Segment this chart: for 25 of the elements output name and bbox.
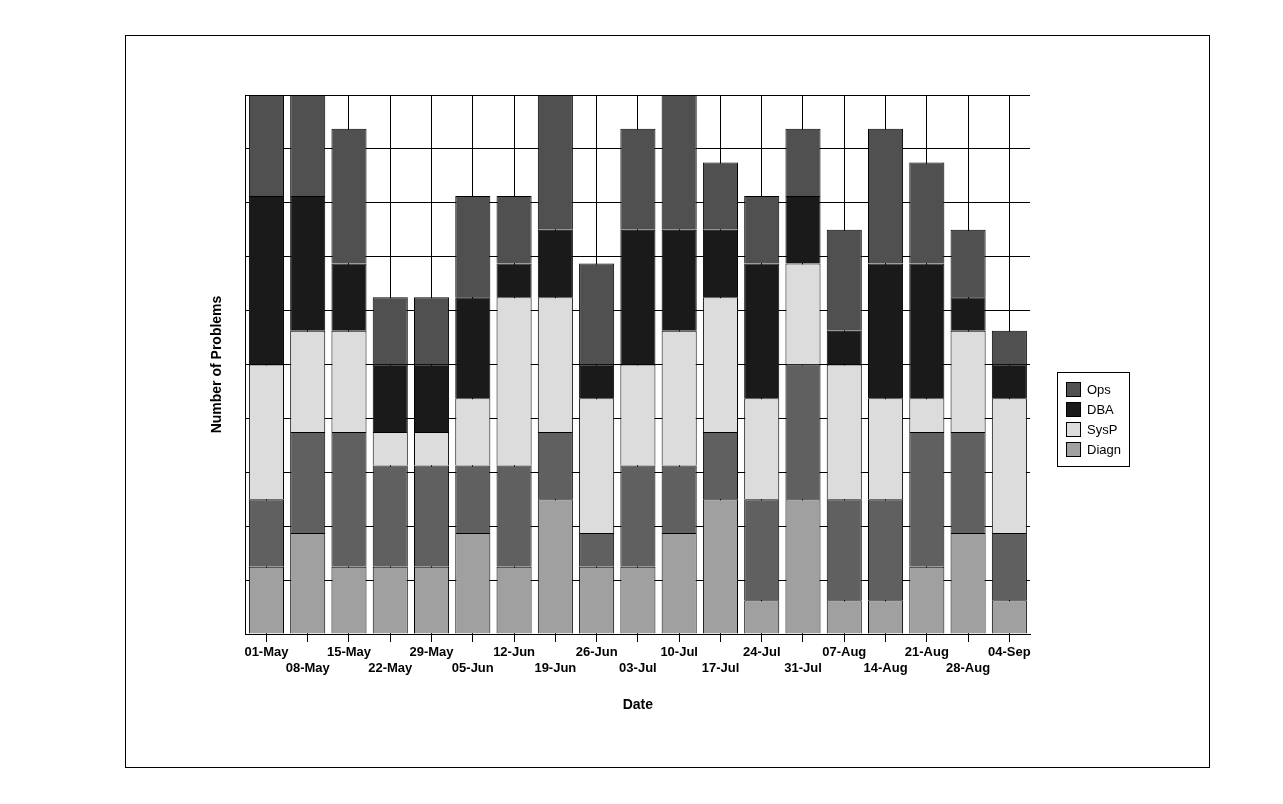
legend-label: Ops bbox=[1087, 382, 1111, 397]
x-tick-label: 07-Aug bbox=[822, 644, 867, 660]
x-tick-label: 28-Aug bbox=[946, 659, 991, 675]
x-axis-title: Date bbox=[622, 696, 654, 713]
x-tick-label: 14-Aug bbox=[863, 659, 908, 675]
x-tick-label: 05-Jun bbox=[451, 659, 494, 675]
x-tick-label: 19-Jun bbox=[534, 659, 577, 675]
x-tick-label: 12-Jun bbox=[493, 644, 536, 660]
x-tick-label: 04-Sep bbox=[988, 644, 1031, 660]
x-tick-label: 26-Jun bbox=[575, 644, 618, 660]
x-tick-label: 10-Jul bbox=[660, 644, 698, 660]
legend-label: Diagn bbox=[1087, 442, 1121, 457]
x-tick-label: 03-Jul bbox=[619, 659, 657, 675]
x-tick-label: 22-May bbox=[368, 659, 414, 675]
legend-label: DBA bbox=[1087, 402, 1114, 417]
x-tick-label: 21-Aug bbox=[904, 644, 949, 660]
x-tick-label: 29-May bbox=[409, 644, 455, 660]
x-tick-label: 08-May bbox=[285, 659, 331, 675]
x-tick-label: 17-Jul bbox=[701, 659, 740, 675]
x-tick-label: 01-May bbox=[244, 644, 290, 660]
legend-label: SysP bbox=[1087, 422, 1118, 437]
y-axis-title: Number of Problems bbox=[208, 295, 225, 434]
x-tick-label: 31-Jul bbox=[784, 659, 822, 675]
x-tick-label: 15-May bbox=[326, 644, 372, 660]
x-tick-label: 24-Jul bbox=[742, 644, 781, 660]
